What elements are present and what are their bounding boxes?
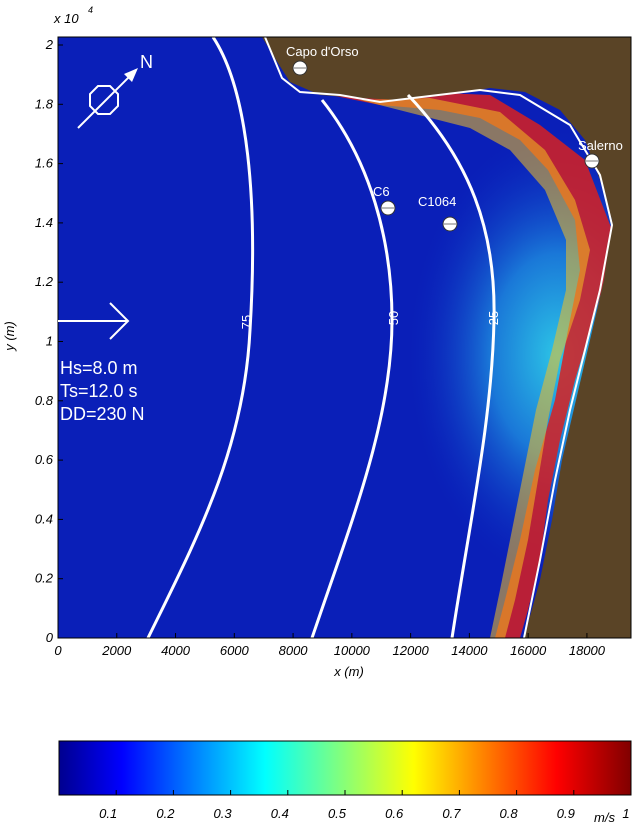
place-label: C1064 bbox=[418, 194, 456, 209]
x-axis-label: x (m) bbox=[333, 664, 364, 679]
y-tick-label: 1.6 bbox=[35, 156, 54, 171]
exponent-label: x 10 bbox=[53, 11, 79, 26]
contour-label-75: 75 bbox=[239, 315, 254, 329]
colorbar-tick-label: 0.8 bbox=[500, 806, 519, 821]
colorbar-tick-label: 0.5 bbox=[328, 806, 347, 821]
marker-salerno[interactable]: Salerno bbox=[578, 138, 623, 169]
y-axis-label: y (m) bbox=[2, 321, 17, 352]
colorbar-tick-label: 0.6 bbox=[385, 806, 404, 821]
contour-75 bbox=[146, 37, 255, 638]
y-tick-label: 0.4 bbox=[35, 511, 53, 526]
x-tick-label: 14000 bbox=[451, 643, 488, 658]
colorbar-tick-label: 0.7 bbox=[442, 806, 461, 821]
y-tick-label: 0.2 bbox=[35, 571, 54, 586]
wave-height-label: Hs=8.0 m bbox=[60, 358, 138, 378]
colorbar-tick-label: 0.9 bbox=[557, 806, 575, 821]
colorbar-tick-label: 0.3 bbox=[214, 806, 233, 821]
marker-c6[interactable]: C6 bbox=[373, 184, 396, 216]
x-axis: 0 2000 4000 6000 8000 10000 12000 14000 16000 180… bbox=[54, 633, 606, 658]
y-tick-label: 2 bbox=[45, 37, 54, 52]
map-frame bbox=[57, 36, 632, 639]
colorbar-tick-label: 0.1 bbox=[99, 806, 117, 821]
y-tick-label: 1.2 bbox=[35, 274, 54, 289]
transition-band bbox=[360, 98, 590, 638]
contour-50 bbox=[310, 99, 394, 638]
colorbar-tick-label: 0.2 bbox=[156, 806, 175, 821]
colorbar-unit: m/s bbox=[594, 810, 615, 824]
y-tick-label: 1.8 bbox=[35, 96, 54, 111]
place-label: C6 bbox=[373, 184, 390, 199]
colorbar-ticks: 0.1 0.2 0.3 0.4 0.5 0.6 0.7 0.8 0.9 1 bbox=[99, 790, 632, 821]
x-tick-label: 0 bbox=[54, 643, 62, 658]
wave-direction-arrow bbox=[58, 302, 130, 340]
colorbar-tick-label: 1 bbox=[622, 806, 629, 821]
wave-period-label: Ts=12.0 s bbox=[60, 381, 138, 401]
y-tick-label: 0 bbox=[46, 630, 54, 645]
y-tick-label: 1 bbox=[46, 334, 53, 349]
contour-label-50: 50 bbox=[386, 311, 401, 325]
map-area bbox=[58, 37, 631, 638]
x-tick-label: 2000 bbox=[101, 643, 132, 658]
wave-direction-label: DD=230 N bbox=[60, 404, 145, 424]
marker-c1064[interactable]: C1064 bbox=[418, 194, 458, 232]
x-tick-label: 6000 bbox=[220, 643, 250, 658]
x-tick-label: 10000 bbox=[334, 643, 371, 658]
coastline bbox=[264, 37, 614, 638]
land-mass bbox=[262, 37, 631, 638]
y-tick-label: 1.4 bbox=[35, 215, 53, 230]
north-label: N bbox=[140, 52, 153, 72]
colorbar-tick-label: 0.4 bbox=[271, 806, 289, 821]
north-arrow: N bbox=[77, 52, 153, 129]
x-tick-label: 16000 bbox=[510, 643, 547, 658]
y-tick-label: 0.8 bbox=[35, 393, 54, 408]
place-label: Salerno bbox=[578, 138, 623, 153]
y-axis: 0 0.2 0.4 0.6 0.8 1 1.2 1.4 1.6 1.8 2 bbox=[35, 37, 63, 645]
y-tick-label: 0.6 bbox=[35, 452, 54, 467]
colorbar bbox=[58, 740, 632, 796]
marker-capo-dorso[interactable]: Capo d'Orso bbox=[286, 44, 359, 76]
contour-25 bbox=[406, 93, 496, 638]
x-tick-label: 12000 bbox=[393, 643, 430, 658]
place-label: Capo d'Orso bbox=[286, 44, 359, 59]
x-tick-label: 18000 bbox=[569, 643, 606, 658]
x-tick-label: 8000 bbox=[279, 643, 309, 658]
breaking-zone-band bbox=[330, 92, 612, 638]
contour-label-25: 25 bbox=[486, 311, 501, 325]
exponent-power: 4 bbox=[88, 5, 93, 15]
x-tick-label: 4000 bbox=[161, 643, 191, 658]
